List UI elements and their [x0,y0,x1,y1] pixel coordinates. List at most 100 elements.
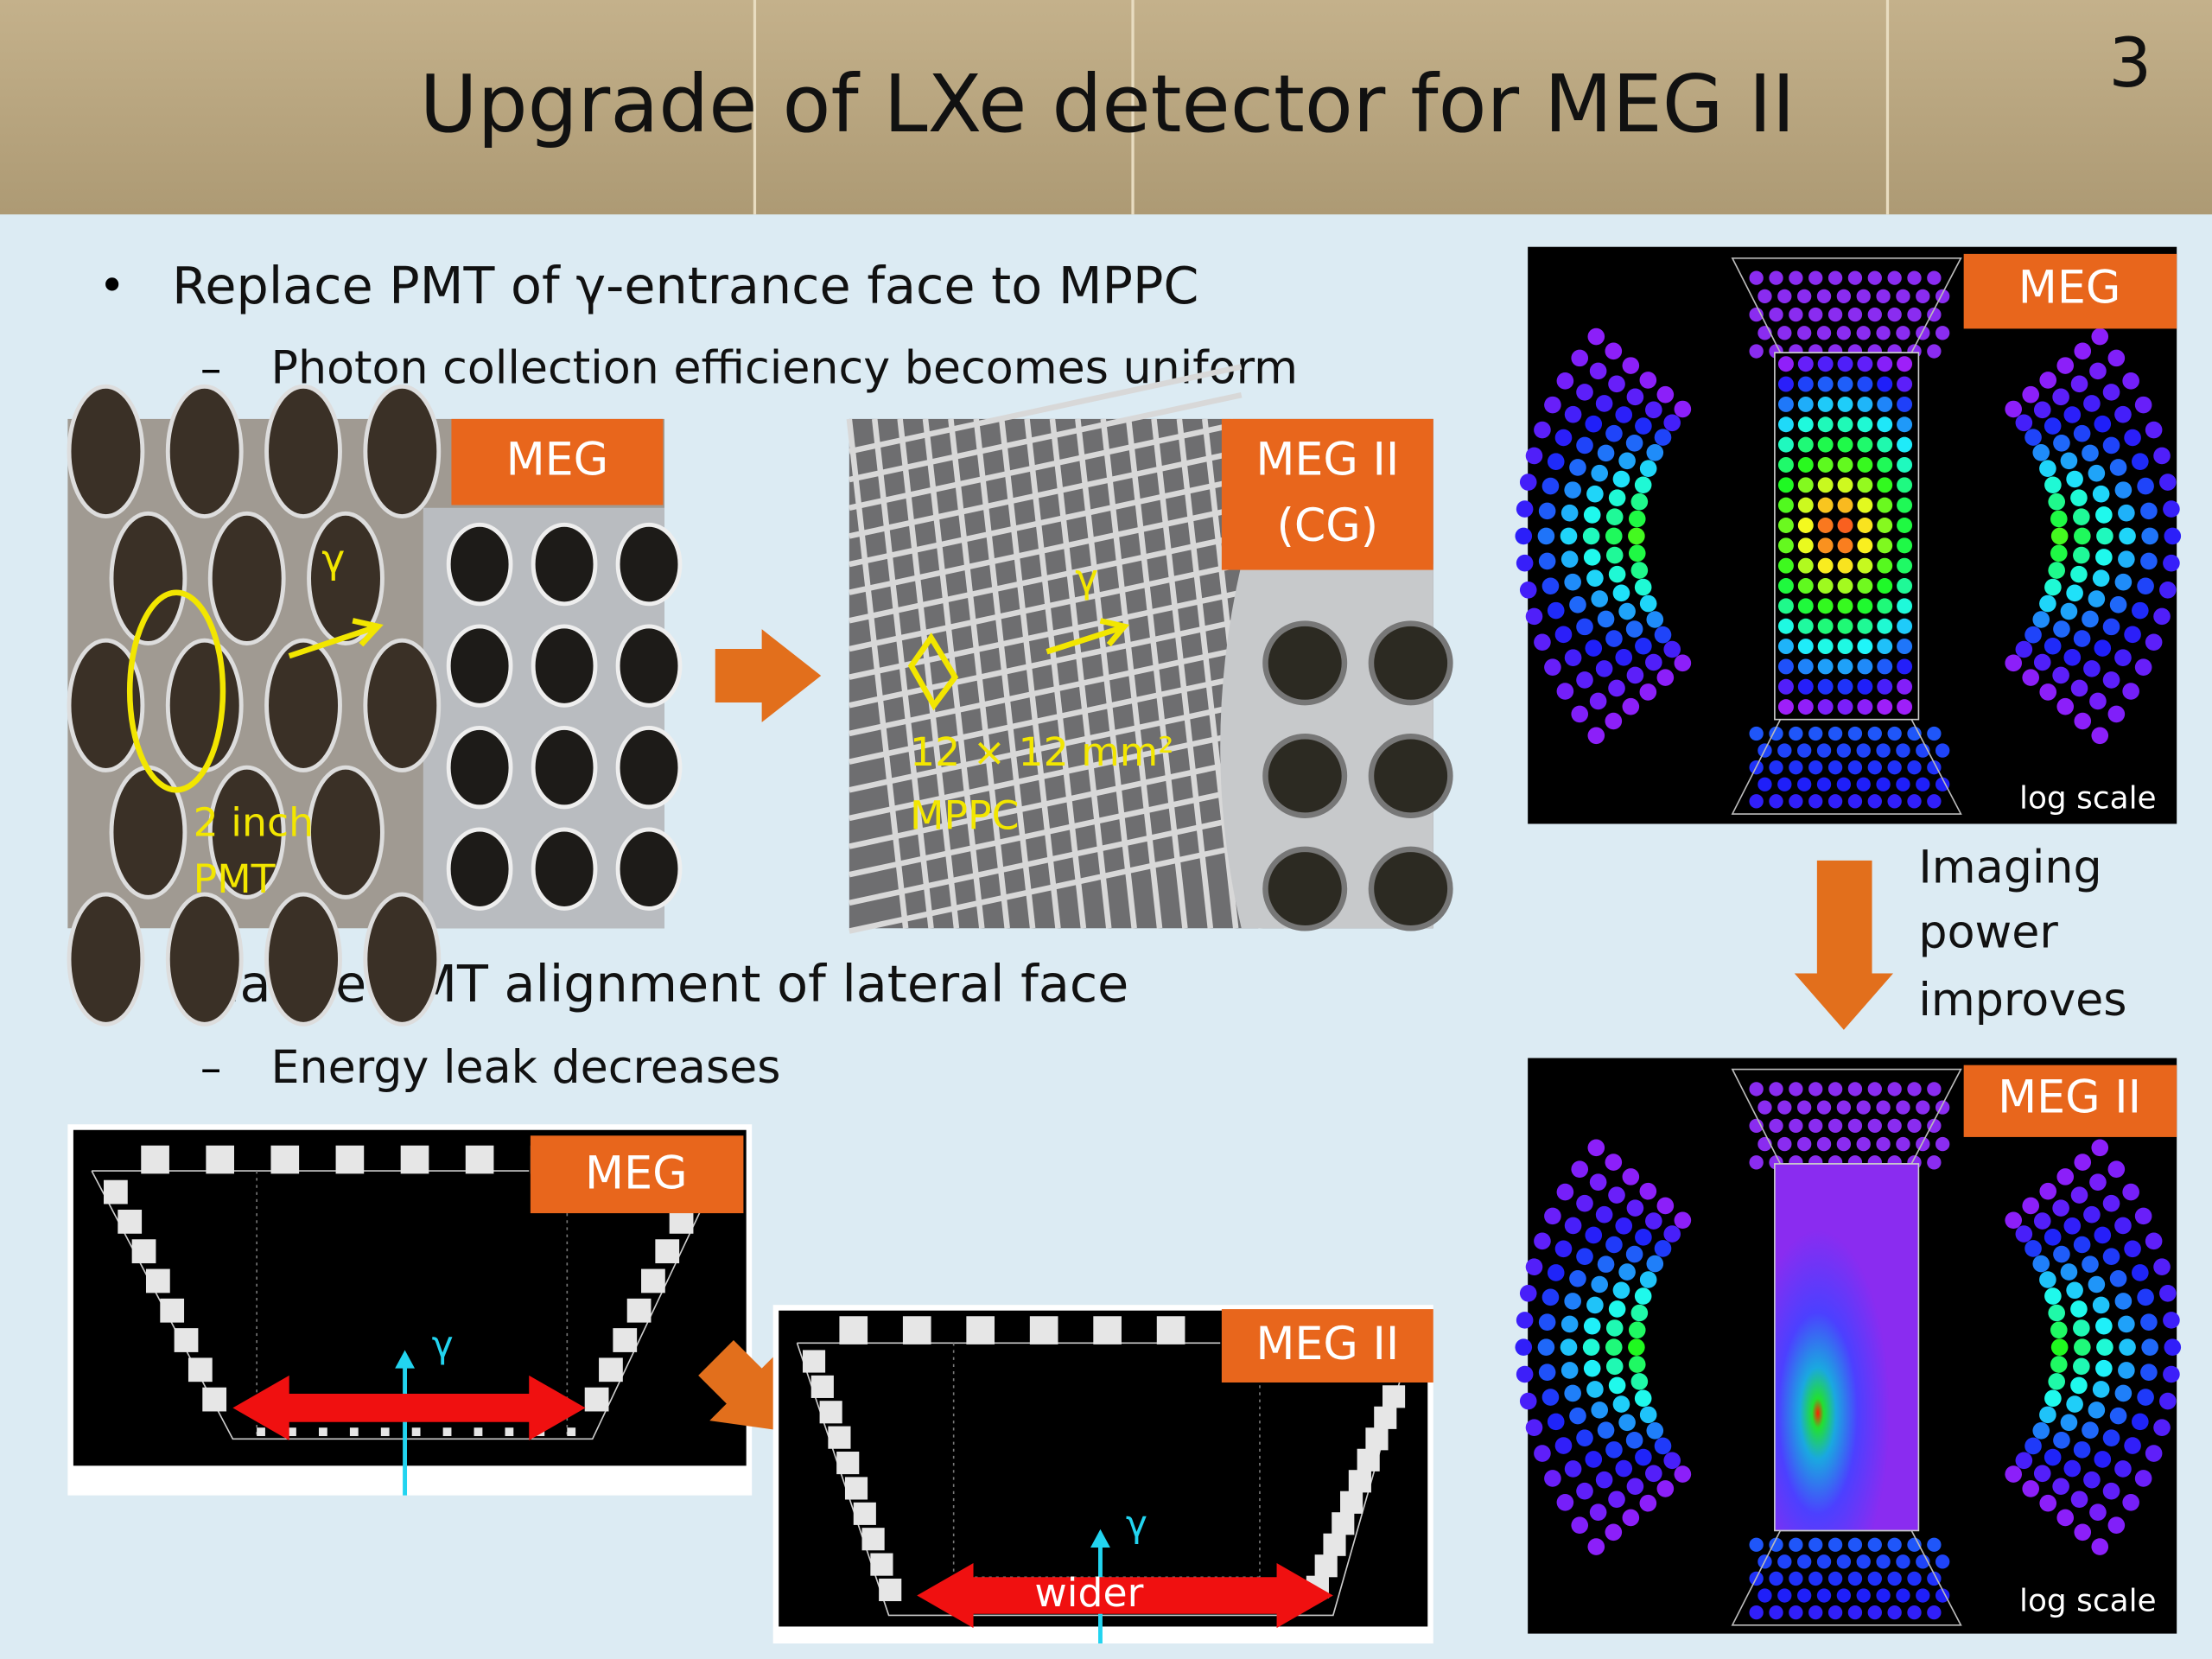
pmt-dot [2141,527,2158,545]
pmt-dot [1634,476,1652,494]
label-box [1221,1309,1433,1382]
arrow [1794,860,1894,1030]
pmt-dot [2164,1338,2182,1356]
pmt-dot [1927,1082,1942,1096]
pmt-dot [1777,1554,1792,1569]
pmt-dot [1769,1082,1783,1096]
pmt-dot [2114,1460,2132,1478]
pmt-block [131,1239,156,1264]
annotation: PMT [194,856,276,902]
pmt-dot [1777,376,1794,392]
pmt-dot [2022,669,2040,686]
pmt-dot [1857,477,1873,493]
pmt-dot [1837,699,1853,715]
pmt-dot [1797,376,1814,392]
pmt-hole [67,638,145,772]
pmt-dot [2056,1168,2075,1185]
pmt-dot [2073,1441,2091,1459]
pmt-dot [2122,372,2139,390]
pmt-dot [1564,481,1581,499]
pmt-dot [1797,416,1814,433]
pmt-block [1357,1448,1380,1471]
pmt-dot [2074,1338,2091,1356]
pmt-dot [1897,598,1913,614]
pmt-dot [1538,1363,1556,1382]
pmt-dot [2118,504,2135,522]
pmt-dot [1856,743,1871,758]
arrow [715,629,822,722]
pmt-dot [2005,400,2022,418]
pmt-block [802,1350,826,1373]
pmt-dot [2153,1419,2171,1436]
pmt-dot [1816,1588,1832,1603]
pmt-dot [1589,362,1607,380]
pmt-block [400,1145,429,1174]
pmt-dot [1789,726,1803,741]
pmt-dot [2039,594,2056,613]
pmt-dot [2088,590,2106,607]
pmt-dot [1646,1255,1664,1273]
pmt-dot [2140,502,2158,520]
pmt-block [669,1210,694,1234]
pmt-dot [1605,424,1623,442]
pmt-dot [1837,678,1853,695]
pmt-dot [1519,581,1537,599]
pmt-hole [531,522,598,607]
pmt-block [1332,1512,1355,1535]
pmt-block [335,1145,365,1174]
pmt-dot [1897,658,1913,675]
pmt-hole [531,624,598,708]
pmt-dot [2053,434,2070,452]
pmt-dot [1634,1389,1652,1408]
pmt-block [839,1316,868,1344]
pmt-dot [1856,326,1871,340]
pmt-dot [1867,1118,1882,1134]
annotation: MPPC [910,792,1019,838]
pmt-dot [1576,1482,1593,1500]
pmt-dot [2070,489,2088,506]
pmt-dot [2164,527,2182,545]
pmt-dot [2073,1236,2091,1254]
pmt-block [257,1427,265,1437]
pmt-block [270,1145,300,1174]
pmt-block [966,1316,995,1344]
pmt-dot [1857,618,1873,634]
pmt-dot [1608,1491,1625,1509]
pmt-dot [1817,456,1834,473]
pmt-dot [1867,1082,1882,1096]
pmt-dot [1856,289,1871,304]
pmt-dot [1758,1588,1772,1603]
pmt-hole [165,384,244,518]
pmt-block [349,1427,359,1437]
pmt-dot [1797,1588,1812,1603]
pmt-dot [2070,1491,2088,1509]
pmt-dot [1797,777,1812,791]
pmt-dot [2050,510,2068,528]
pmt-dot [1585,415,1603,433]
pmt-dot [1554,429,1573,447]
pmt-dot [2070,1186,2088,1204]
pmt-dot [2163,1312,2180,1329]
pmt-dot [1769,1537,1783,1552]
pmt-dot [1907,307,1922,322]
pmt-hole [531,827,598,911]
pmt-dot [2082,1421,2099,1440]
pmt-dot [1769,1605,1783,1620]
pmt-block [861,1528,885,1551]
pmt-dot [1769,794,1783,809]
pmt-dot [2095,1317,2113,1335]
pmt-dot [2022,385,2040,404]
pmt-dot [1547,453,1565,471]
pmt-dot [2082,1255,2099,1273]
pmt-dot [1857,699,1873,715]
pmt-dot [1877,497,1893,513]
pmt-dot [1877,396,1893,412]
pmt-dot [2118,1362,2135,1379]
pmt-dot [2005,1211,2022,1230]
pmt-dot [1797,456,1814,473]
pmt-block [505,1427,514,1437]
pmt-dot [1897,376,1913,392]
pmt-dot [1896,326,1910,340]
pmt-dot [1534,1232,1551,1250]
pmt-dot [2102,1482,2120,1500]
